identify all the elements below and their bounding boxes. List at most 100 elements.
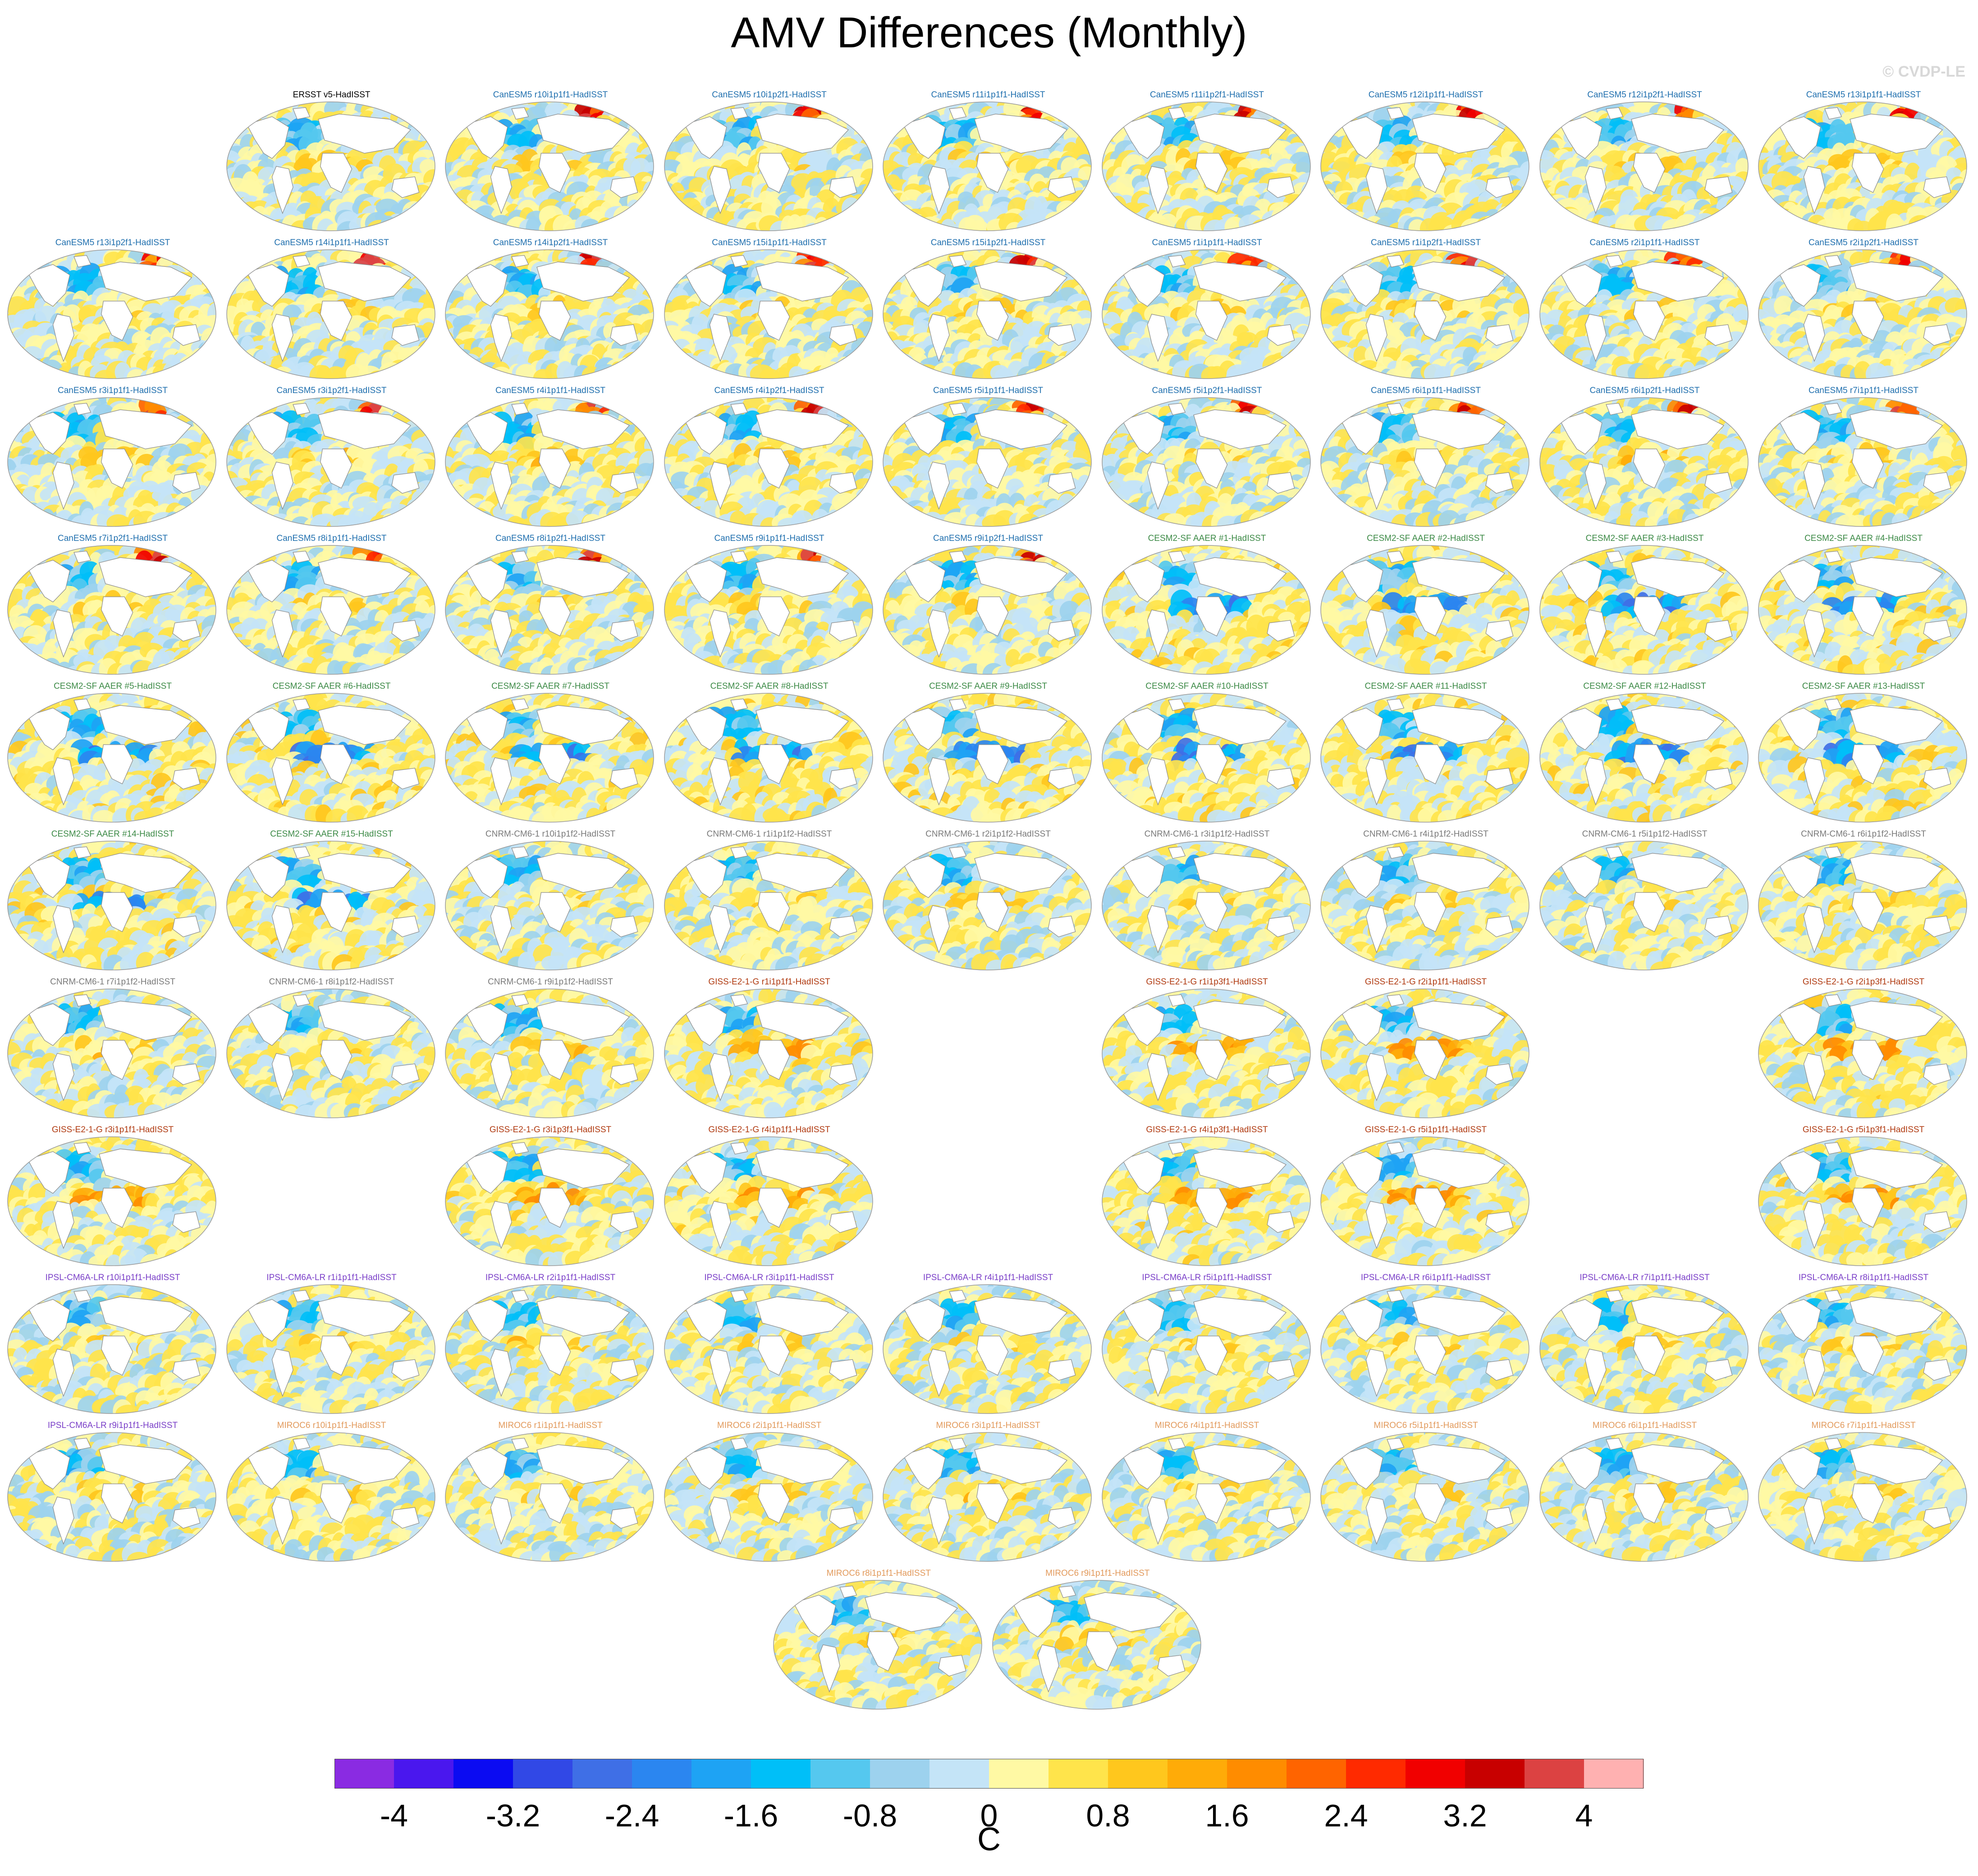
panel-title: CanESM5 r11i1p2f1-HadISST	[1101, 90, 1313, 100]
anomaly-map	[1539, 544, 1749, 675]
map-panel: MIROC6 r10i1p1f1-HadISST	[226, 1421, 438, 1567]
anomaly-map	[1758, 249, 1968, 380]
map-panel: MIROC6 r2i1p1f1-HadISST	[664, 1421, 875, 1567]
map-panel: ERSST v5-HadISST	[226, 90, 438, 237]
map-panel: MIROC6 r5i1p1f1-HadISST	[1320, 1421, 1532, 1567]
map-panel: CanESM5 r10i1p1f1-HadISST	[444, 90, 656, 237]
anomaly-map	[1758, 1284, 1968, 1414]
map-panel: CESM2-SF AAER #2-HadISST	[1320, 534, 1532, 680]
anomaly-map	[882, 544, 1092, 675]
panel-title: IPSL-CM6A-LR r2i1p1f1-HadISST	[444, 1273, 656, 1283]
map-panel: CanESM5 r9i1p1f1-HadISST	[664, 534, 875, 680]
map-panel: CNRM-CM6-1 r1i1p1f2-HadISST	[664, 829, 875, 976]
panel-title: CanESM5 r1i1p1f1-HadISST	[1101, 238, 1313, 248]
map-panel: CNRM-CM6-1 r9i1p1f2-HadISST	[444, 977, 656, 1124]
map-panel: GISS-E2-1-G r4i1p1f1-HadISST	[664, 1125, 875, 1272]
map-panel: CNRM-CM6-1 r7i1p1f2-HadISST	[7, 977, 219, 1124]
panel-title: CanESM5 r8i1p1f1-HadISST	[226, 534, 438, 544]
map-panel: CanESM5 r8i1p2f1-HadISST	[444, 534, 656, 680]
map-panel: CESM2-SF AAER #1-HadISST	[1101, 534, 1313, 680]
panel-title: CNRM-CM6-1 r4i1p1f2-HadISST	[1320, 829, 1532, 839]
anomaly-map	[1320, 1432, 1530, 1562]
panel-title: GISS-E2-1-G r2i1p3f1-HadISST	[1758, 977, 1969, 987]
panel-title: CanESM5 r2i1p1f1-HadISST	[1539, 238, 1751, 248]
panel-title: CanESM5 r7i1p1f1-HadISST	[1758, 386, 1969, 396]
panel-title: IPSL-CM6A-LR r9i1p1f1-HadISST	[7, 1421, 219, 1431]
anomaly-map	[1320, 840, 1530, 971]
anomaly-map	[1758, 692, 1968, 823]
panel-title: CESM2-SF AAER #9-HadISST	[882, 682, 1094, 691]
map-panel: GISS-E2-1-G r3i1p1f1-HadISST	[7, 1125, 219, 1272]
panel-title: GISS-E2-1-G r5i1p3f1-HadISST	[1758, 1125, 1969, 1135]
anomaly-map	[1539, 692, 1749, 823]
anomaly-map	[664, 1432, 874, 1562]
map-panel: CNRM-CM6-1 r2i1p1f2-HadISST	[882, 829, 1094, 976]
panel-title: CanESM5 r12i1p1f1-HadISST	[1320, 90, 1532, 100]
panel-title: IPSL-CM6A-LR r10i1p1f1-HadISST	[7, 1273, 219, 1283]
anomaly-map	[1539, 1432, 1749, 1562]
panel-title: CanESM5 r3i1p2f1-HadISST	[226, 386, 438, 396]
panel-title: CNRM-CM6-1 r7i1p1f2-HadISST	[7, 977, 219, 987]
anomaly-map	[7, 988, 217, 1119]
anomaly-map	[444, 840, 655, 971]
panel-title: GISS-E2-1-G r3i1p3f1-HadISST	[444, 1125, 656, 1135]
anomaly-map	[882, 692, 1092, 823]
panel-title: CanESM5 r5i1p1f1-HadISST	[882, 386, 1094, 396]
panel-title: CanESM5 r15i1p2f1-HadISST	[882, 238, 1094, 248]
anomaly-map	[444, 544, 655, 675]
panel-title: GISS-E2-1-G r4i1p1f1-HadISST	[664, 1125, 875, 1135]
map-panel: MIROC6 r4i1p1f1-HadISST	[1101, 1421, 1313, 1567]
map-panel: IPSL-CM6A-LR r3i1p1f1-HadISST	[664, 1273, 875, 1419]
anomaly-map	[1320, 249, 1530, 380]
map-panel: MIROC6 r9i1p1f1-HadISST	[992, 1569, 1204, 1715]
anomaly-map	[226, 840, 436, 971]
anomaly-map	[1320, 101, 1530, 232]
map-panel: CanESM5 r7i1p1f1-HadISST	[1758, 386, 1969, 532]
panel-title: CNRM-CM6-1 r2i1p1f2-HadISST	[882, 829, 1094, 839]
panel-title: CESM2-SF AAER #7-HadISST	[444, 682, 656, 691]
anomaly-map	[7, 397, 217, 527]
anomaly-map	[664, 692, 874, 823]
anomaly-map	[226, 692, 436, 823]
anomaly-map	[444, 1136, 655, 1267]
panel-title: MIROC6 r6i1p1f1-HadISST	[1539, 1421, 1751, 1431]
anomaly-map	[664, 988, 874, 1119]
anomaly-map	[1320, 544, 1530, 675]
panel-title: CanESM5 r10i1p2f1-HadISST	[664, 90, 875, 100]
map-panel: MIROC6 r7i1p1f1-HadISST	[1758, 1421, 1969, 1567]
panel-title: CESM2-SF AAER #5-HadISST	[7, 682, 219, 691]
anomaly-map	[226, 249, 436, 380]
anomaly-map	[1101, 1136, 1311, 1267]
panel-title: IPSL-CM6A-LR r7i1p1f1-HadISST	[1539, 1273, 1751, 1283]
panel-title: CESM2-SF AAER #14-HadISST	[7, 829, 219, 839]
map-panel: CNRM-CM6-1 r4i1p1f2-HadISST	[1320, 829, 1532, 976]
map-panel: CanESM5 r5i1p2f1-HadISST	[1101, 386, 1313, 532]
map-panel: CanESM5 r9i1p2f1-HadISST	[882, 534, 1094, 680]
anomaly-map	[1320, 692, 1530, 823]
panel-title: CNRM-CM6-1 r5i1p1f2-HadISST	[1539, 829, 1751, 839]
map-panel: CanESM5 r10i1p2f1-HadISST	[664, 90, 875, 237]
map-panel: GISS-E2-1-G r1i1p1f1-HadISST	[664, 977, 875, 1124]
panel-title: CESM2-SF AAER #10-HadISST	[1101, 682, 1313, 691]
map-panel: CESM2-SF AAER #11-HadISST	[1320, 682, 1532, 828]
anomaly-map	[444, 1432, 655, 1562]
panel-title: IPSL-CM6A-LR r8i1p1f1-HadISST	[1758, 1273, 1969, 1283]
anomaly-map	[226, 101, 436, 232]
map-panel: GISS-E2-1-G r2i1p1f1-HadISST	[1320, 977, 1532, 1124]
anomaly-map	[1758, 544, 1968, 675]
anomaly-map	[7, 249, 217, 380]
panel-title: IPSL-CM6A-LR r3i1p1f1-HadISST	[664, 1273, 875, 1283]
anomaly-map	[1539, 1284, 1749, 1414]
panel-title: MIROC6 r3i1p1f1-HadISST	[882, 1421, 1094, 1431]
anomaly-map	[664, 544, 874, 675]
panel-title: CanESM5 r2i1p2f1-HadISST	[1758, 238, 1969, 248]
panel-title: MIROC6 r5i1p1f1-HadISST	[1320, 1421, 1532, 1431]
anomaly-map	[882, 249, 1092, 380]
anomaly-map	[664, 1136, 874, 1267]
map-panel: CanESM5 r1i1p1f1-HadISST	[1101, 238, 1313, 384]
panel-title: MIROC6 r8i1p1f1-HadISST	[773, 1569, 984, 1579]
anomaly-map	[1758, 1432, 1968, 1562]
anomaly-map	[7, 692, 217, 823]
panel-title: CNRM-CM6-1 r9i1p1f2-HadISST	[444, 977, 656, 987]
map-panel: CNRM-CM6-1 r8i1p1f2-HadISST	[226, 977, 438, 1124]
